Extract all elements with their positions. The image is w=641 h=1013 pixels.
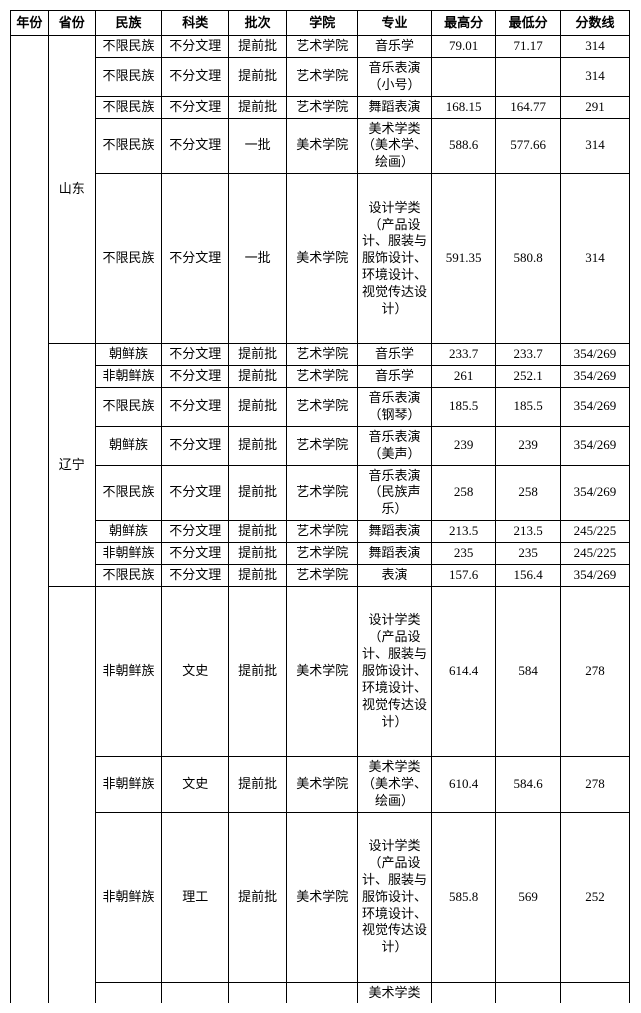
col-line: 分数线 (560, 11, 629, 36)
table-row: 不限民族 不分文理 一批 美术学院 美术学类（美术学、绘画） 588.6 577… (11, 118, 630, 174)
table-row: 山东 不限民族 不分文理 提前批 艺术学院 音乐学 79.01 71.17 31… (11, 36, 630, 58)
cell-eth: 不限民族 (95, 36, 162, 58)
cell-batch: 提前批 (229, 36, 287, 58)
col-subj: 科类 (162, 11, 229, 36)
cell-subj: 不分文理 (162, 36, 229, 58)
table-header-row: 年份 省份 民族 科类 批次 学院 专业 最高分 最低分 分数线 (11, 11, 630, 36)
table-row: 不限民族 不分文理 提前批 艺术学院 音乐表演（民族声乐） 258 258 35… (11, 465, 630, 521)
cell-max: 79.01 (431, 36, 496, 58)
cell-province: 辽宁 (48, 344, 95, 587)
col-major: 专业 (358, 11, 431, 36)
cell-province: 山东 (48, 36, 95, 344)
table-row: 辽宁 朝鲜族 不分文理 提前批 艺术学院 音乐学 233.7 233.7 354… (11, 344, 630, 366)
cell-line: 314 (560, 36, 629, 58)
table-row: 不限民族 不分文理 提前批 艺术学院 表演 157.6 156.4 354/26… (11, 565, 630, 587)
cell-year (11, 36, 49, 1004)
table-row: 朝鲜族 不分文理 提前批 艺术学院 舞蹈表演 213.5 213.5 245/2… (11, 521, 630, 543)
table-row: 非朝鲜族 文史 提前批 美术学院 设计学类（产品设计、服装与服饰设计、环境设计、… (11, 586, 630, 756)
admission-scores-table: 年份 省份 民族 科类 批次 学院 专业 最高分 最低分 分数线 山东 不限民族… (10, 10, 630, 1003)
col-prov: 省份 (48, 11, 95, 36)
col-max: 最高分 (431, 11, 496, 36)
cell-province (48, 586, 95, 1003)
table-row: 非朝鲜族 不分文理 提前批 艺术学院 舞蹈表演 235 235 245/225 (11, 543, 630, 565)
table-row: 非朝鲜族 不分文理 提前批 艺术学院 音乐学 261 252.1 354/269 (11, 366, 630, 388)
col-min: 最低分 (496, 11, 561, 36)
cell-col: 艺术学院 (287, 36, 358, 58)
col-col: 学院 (287, 11, 358, 36)
table-row: 不限民族 不分文理 一批 美术学院 设计学类（产品设计、服装与服饰设计、环境设计… (11, 174, 630, 344)
table-row: 朝鲜族 不分文理 提前批 艺术学院 音乐表演（美声） 239 239 354/2… (11, 426, 630, 465)
table-row: 非朝鲜族 文史 提前批 美术学院 美术学类（美术学、绘画） 610.4 584.… (11, 756, 630, 812)
col-year: 年份 (11, 11, 49, 36)
cell-major: 音乐学 (358, 36, 431, 58)
table-row: 非朝鲜族 理工 提前批 美术学院 设计学类（产品设计、服装与服饰设计、环境设计、… (11, 812, 630, 982)
col-eth: 民族 (95, 11, 162, 36)
table-row: 美术学类 (11, 982, 630, 1003)
col-batch: 批次 (229, 11, 287, 36)
table-row: 不限民族 不分文理 提前批 艺术学院 舞蹈表演 168.15 164.77 29… (11, 96, 630, 118)
table-row: 不限民族 不分文理 提前批 艺术学院 音乐表演（小号） 314 (11, 57, 630, 96)
cell-min: 71.17 (496, 36, 561, 58)
table-row: 不限民族 不分文理 提前批 艺术学院 音乐表演（钢琴） 185.5 185.5 … (11, 388, 630, 427)
